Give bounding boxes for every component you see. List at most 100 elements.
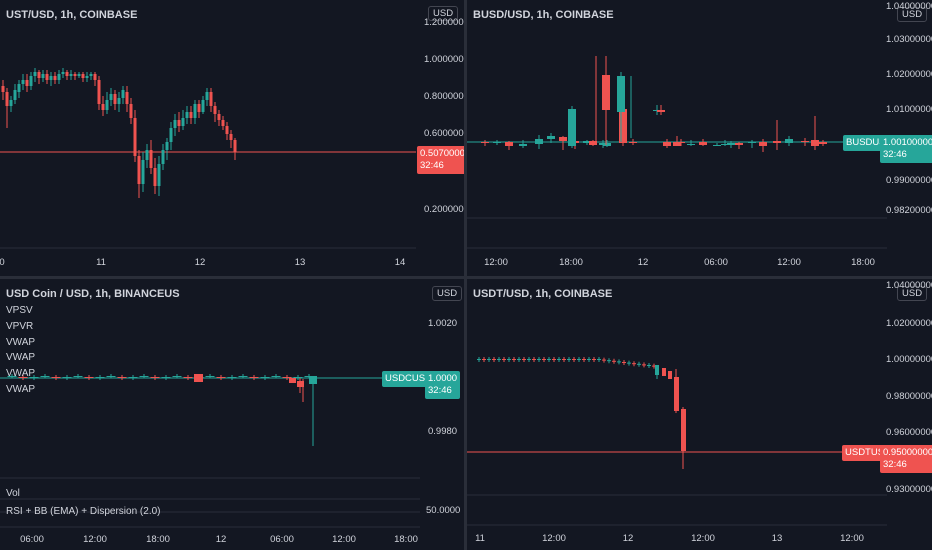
ust-currency-button[interactable]: USD <box>428 6 459 21</box>
usdc-last-price-tag: 1.0000 32:46 <box>425 371 461 399</box>
candle-body <box>677 142 685 143</box>
ust-countdown: 32:46 <box>420 160 444 171</box>
busd-candles[interactable] <box>467 0 932 276</box>
candle-body <box>227 377 237 378</box>
vertical-pane-divider[interactable] <box>464 0 467 550</box>
candle-body <box>532 359 536 360</box>
candle-body <box>40 376 50 377</box>
busd-chart-panel[interactable]: BUSD/USD, 1h, COINBASE USD 1.04000000 1.… <box>467 0 932 276</box>
usdt-time-label: 11 <box>475 533 485 544</box>
busd-currency-button[interactable]: USD <box>897 7 928 22</box>
busd-price-label: 1.01000000 <box>886 104 932 115</box>
indicator-label[interactable]: VPVR <box>6 320 34 332</box>
indicator-label[interactable]: VWAP <box>6 368 36 380</box>
candle-body <box>69 74 73 76</box>
candle-body <box>177 120 181 126</box>
busd-time-label: 18:00 <box>851 257 875 268</box>
ust-price-label: 1.20000000 <box>424 17 464 28</box>
candle-body <box>172 376 182 377</box>
candle-body <box>647 365 651 366</box>
candle-body <box>29 76 33 86</box>
candle-body <box>139 376 149 377</box>
busd-time-label: 18:00 <box>559 257 583 268</box>
candle-body <box>597 359 601 360</box>
indicator-label[interactable]: VWAP <box>6 383 36 395</box>
usdc-currency-button[interactable]: USD <box>432 286 463 301</box>
candle-body <box>201 100 205 112</box>
candle-body <box>519 144 527 146</box>
candle-body <box>297 381 304 387</box>
indicator-label[interactable]: VPSV <box>6 305 33 316</box>
candle-body <box>205 92 209 100</box>
candle-body <box>572 359 576 360</box>
ust-candles[interactable] <box>0 0 464 276</box>
candle-body <box>128 377 138 378</box>
candle-body <box>1 86 5 92</box>
candle-body <box>181 118 185 126</box>
usdt-chart-panel[interactable]: USDT/USD, 1h, COINBASE USD 1.04000000 1.… <box>467 279 932 550</box>
candle-body <box>213 106 217 114</box>
candle-body <box>587 359 591 360</box>
candle-body <box>487 359 491 360</box>
candle-body <box>61 72 65 74</box>
ust-time-label: 13 <box>294 257 306 268</box>
candle-body <box>497 359 501 360</box>
busd-price-label: 1.04000000 <box>886 1 932 12</box>
candle-body <box>507 359 511 360</box>
candle-body <box>169 128 173 142</box>
busd-time-label: 06:00 <box>704 257 728 268</box>
ust-last-price: 0.50700000 <box>420 148 464 159</box>
busd-last-price-tag: 1.00100000 32:46 <box>880 135 932 163</box>
horizontal-pane-divider[interactable] <box>0 276 932 279</box>
rsi-indicator-label[interactable]: RSI + BB (EMA) + Dispersion (2.0) <box>6 506 161 517</box>
usdc-time-label: 12:00 <box>332 534 356 545</box>
usdt-last-price: 0.95000000 <box>883 447 932 458</box>
candle-body <box>663 142 671 146</box>
ust-chart-panel[interactable]: UST/USD, 1h, COINBASE USD 1.20000000 1.0… <box>0 0 464 276</box>
candle-body <box>85 76 89 78</box>
candle-body <box>197 104 201 112</box>
candle-body <box>662 368 666 376</box>
candle-body <box>150 377 160 378</box>
candle-body <box>5 92 9 106</box>
candle-body <box>95 377 105 378</box>
ust-price-label: 0.20000000 <box>424 204 464 215</box>
usdc-candles[interactable] <box>0 279 464 550</box>
candle-body <box>562 359 566 360</box>
candle-body <box>748 142 756 143</box>
candle-body <box>668 371 672 379</box>
candle-body <box>260 377 270 378</box>
candle-body <box>9 100 13 106</box>
candle-body <box>577 359 581 360</box>
candle-body <box>617 361 621 363</box>
candle-body <box>121 90 125 98</box>
usdt-countdown: 32:46 <box>883 459 907 470</box>
candle-body <box>517 359 521 360</box>
usdt-time-label: 13 <box>771 533 783 544</box>
candle-body <box>45 74 49 80</box>
indicator-label[interactable]: VWAP <box>6 352 36 364</box>
candle-body <box>77 74 81 76</box>
candle-body <box>652 365 656 367</box>
candle-body <box>57 74 61 80</box>
candle-body <box>249 377 259 378</box>
candle-body <box>811 140 819 146</box>
candle-body <box>193 104 197 118</box>
candle-body <box>65 72 69 76</box>
candle-body <box>537 359 541 360</box>
candle-body <box>481 142 489 143</box>
usdc-symbol-tag: USDCUSD <box>382 371 435 387</box>
volume-label[interactable]: Vol <box>6 488 20 499</box>
busd-price-label: 0.99000000 <box>886 175 932 186</box>
busd-price-label: 1.03000000 <box>886 34 932 45</box>
usdt-candles[interactable] <box>467 279 932 550</box>
candle-body <box>62 377 72 378</box>
candle-body <box>505 142 513 146</box>
candle-body <box>238 376 248 377</box>
usdc-chart-panel[interactable] <box>0 279 464 550</box>
ust-time-label: 11 <box>96 257 106 268</box>
usdt-currency-button[interactable]: USD <box>897 286 928 301</box>
candle-body <box>133 118 137 156</box>
indicator-label[interactable]: VWAP <box>6 336 36 348</box>
usdc-chart-title: USD Coin / USD, 1h, BINANCEUS <box>6 288 180 300</box>
